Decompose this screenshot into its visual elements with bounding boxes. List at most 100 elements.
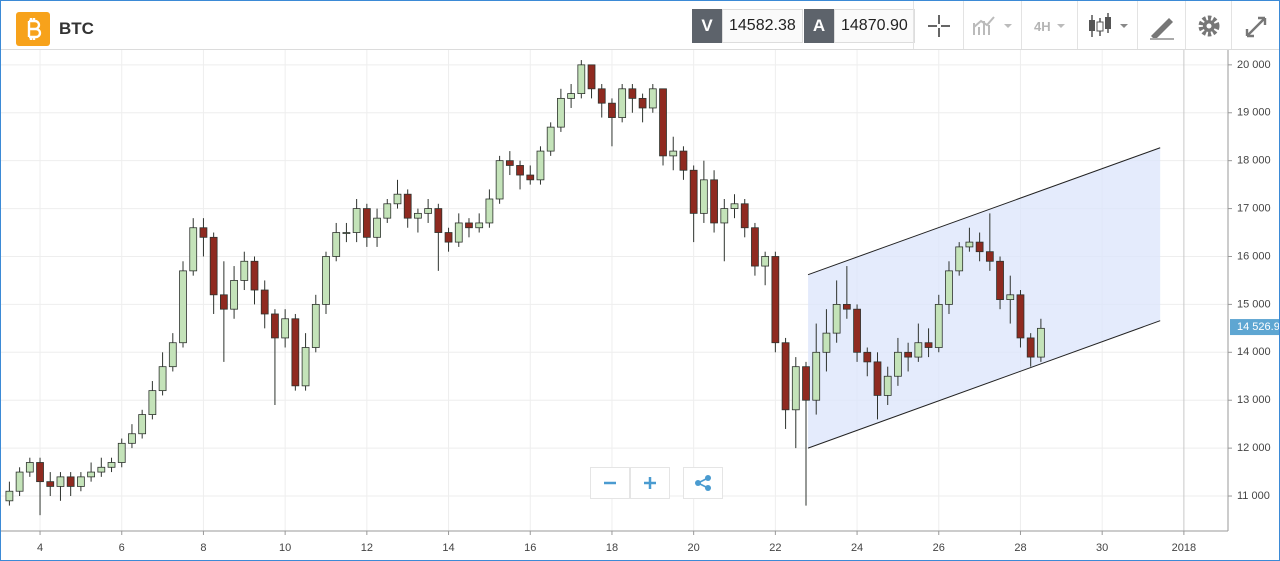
candle-body	[107, 462, 116, 468]
btc-logo	[16, 12, 50, 46]
candle-body	[965, 241, 974, 248]
candle-body	[158, 366, 167, 392]
candle-body	[557, 97, 565, 128]
candle-body	[934, 303, 943, 348]
candle-body	[219, 294, 228, 310]
x-tick-label: 10	[279, 542, 291, 554]
candle-body	[485, 198, 494, 224]
candle-body	[730, 203, 739, 209]
candle-body	[505, 160, 514, 166]
candle-body	[424, 208, 432, 214]
x-tick-label: 22	[769, 542, 781, 554]
candle-body	[924, 342, 933, 348]
candle-body	[56, 476, 65, 487]
candle-body	[179, 270, 187, 344]
ask-key[interactable]: A	[804, 9, 834, 43]
share-button[interactable]	[683, 467, 723, 499]
crosshair-button[interactable]	[913, 1, 964, 49]
candle-body	[638, 97, 647, 109]
interval[interactable]: 4H	[1034, 19, 1051, 34]
candle-body	[36, 462, 44, 483]
candle-body	[5, 490, 14, 502]
candle-body	[618, 88, 627, 118]
candle-body	[373, 217, 381, 238]
candle-body	[945, 270, 953, 305]
ask-price[interactable]: 14870.90	[834, 9, 915, 43]
candle-body	[87, 471, 95, 478]
candle-body	[189, 227, 198, 272]
interval-button[interactable]	[1021, 1, 1078, 49]
bid-price[interactable]: 14582.38	[722, 9, 803, 43]
candle-body	[352, 208, 361, 233]
candle-body	[985, 251, 994, 262]
x-tick-label: 18	[606, 542, 618, 554]
x-tick-label: 24	[851, 542, 863, 554]
candle-body	[740, 203, 749, 229]
candle-body	[1037, 327, 1045, 358]
candle-body	[475, 222, 484, 229]
candle-body	[679, 150, 688, 171]
y-tick-label: 19 000	[1237, 107, 1271, 119]
candle-body	[659, 88, 667, 157]
x-tick-label: 4	[37, 542, 43, 554]
draw-button[interactable]	[1137, 1, 1186, 49]
x-tick-label: 6	[119, 542, 125, 554]
candle-body	[46, 481, 55, 487]
candle-body	[812, 351, 821, 401]
candle-body	[546, 126, 555, 152]
zoom-in-button[interactable]	[630, 467, 670, 499]
zoom-out-button[interactable]	[590, 467, 630, 499]
symbol: BTC	[59, 19, 94, 38]
candle-body	[628, 88, 637, 99]
channel-line	[807, 147, 1161, 276]
y-tick-label: 14 000	[1237, 346, 1271, 358]
current-price-tag	[1230, 319, 1280, 336]
candle-body	[403, 193, 412, 219]
candle-body	[761, 256, 770, 267]
candle-body	[689, 169, 698, 214]
candle-body	[291, 318, 300, 387]
candle-body	[495, 160, 504, 200]
candle-body	[720, 208, 729, 224]
candle-body	[15, 471, 24, 492]
x-tick-label: 14	[442, 542, 454, 554]
candle-body	[311, 303, 320, 348]
candle-body	[260, 289, 269, 315]
candle-body	[148, 390, 157, 415]
candle-body	[117, 442, 126, 463]
bid-key[interactable]: V	[692, 9, 722, 43]
y-tick-label: 11 000	[1237, 490, 1270, 502]
candle-body	[25, 462, 34, 473]
candle-body	[454, 222, 463, 243]
candle-body	[209, 236, 218, 296]
candle-body	[975, 241, 984, 253]
candle-body	[1016, 294, 1025, 339]
y-tick-label: 15 000	[1237, 298, 1271, 310]
candle-body	[751, 227, 759, 267]
candle-body	[77, 476, 85, 487]
candle-body	[444, 232, 453, 243]
y-tick-label: 12 000	[1237, 442, 1271, 454]
x-tick-label: 8	[200, 542, 206, 554]
candle-body	[802, 366, 810, 401]
candle-body	[271, 313, 279, 339]
x-tick-label: 16	[524, 542, 536, 554]
candle-body	[853, 308, 861, 353]
candle-body	[904, 351, 913, 358]
x-tick-label: 2018	[1172, 542, 1196, 554]
candle-body	[791, 366, 800, 411]
candle-body	[710, 179, 718, 224]
indicators-button[interactable]	[963, 1, 1022, 49]
chart-type-button[interactable]	[1077, 1, 1138, 49]
x-tick-label: 26	[933, 542, 945, 554]
candle-body	[240, 260, 249, 281]
candle-body	[128, 433, 136, 444]
candle-body	[1026, 337, 1035, 358]
settings-button[interactable]	[1185, 1, 1232, 49]
candle-body	[138, 414, 147, 435]
candle-body	[1006, 294, 1015, 301]
candle-body	[832, 303, 841, 334]
candle-body	[955, 246, 964, 272]
fullscreen-button[interactable]	[1231, 1, 1280, 49]
candle-body	[383, 203, 392, 219]
